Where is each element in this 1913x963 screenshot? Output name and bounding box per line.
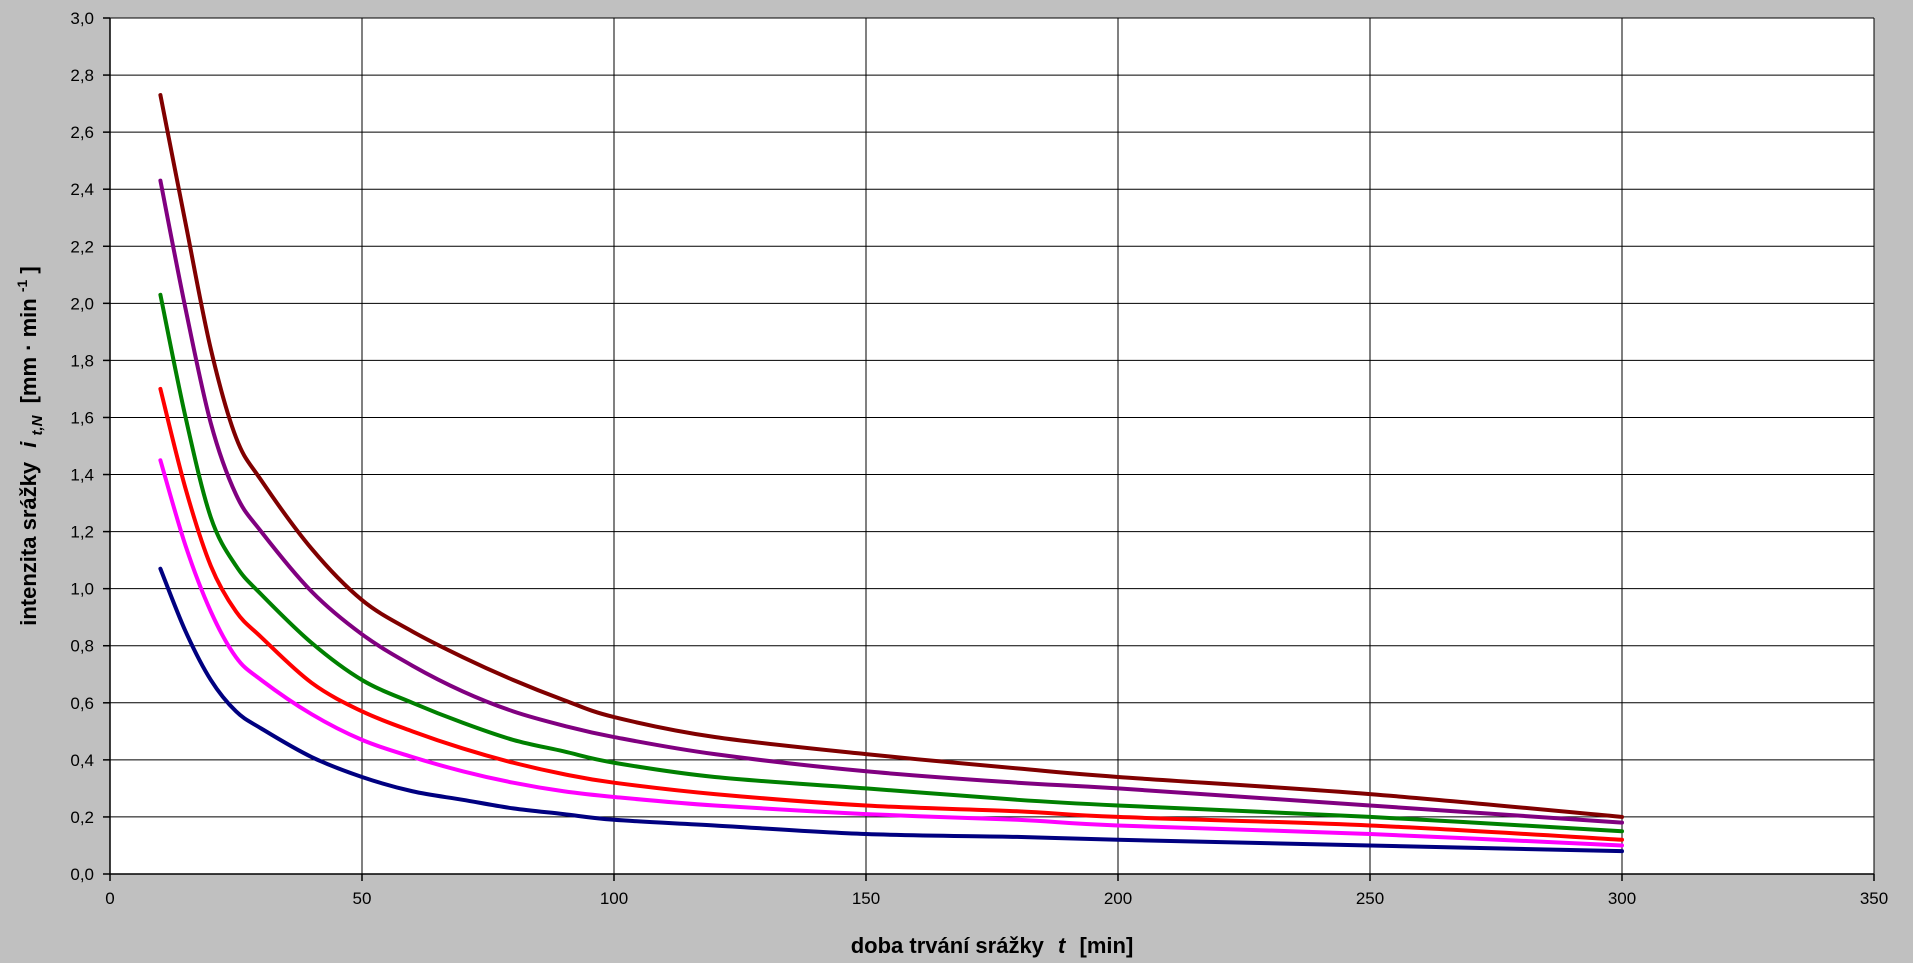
y-axis-title-var: i <box>16 441 41 448</box>
series-line-5 <box>158 458 1624 848</box>
x-axis-title: doba trvání srážky t [min] <box>851 933 1134 958</box>
axes <box>109 18 1874 875</box>
y-ticks: 0,0 0,2 0,4 0,6 0,8 1,0 1,2 1,4 1,6 1,8 2,0 2,2 2,4 2… <box>70 9 110 884</box>
y-axis-title-unit-post: ] <box>16 266 41 273</box>
y-tick-label: 0,2 <box>70 808 94 827</box>
y-tick-label: 0,4 <box>70 751 94 770</box>
series-line-1 <box>158 93 1624 819</box>
x-tick-label: 200 <box>1104 889 1132 908</box>
y-axis-title-sub: t,N <box>29 414 46 435</box>
x-axis-title-var: t <box>1058 933 1067 958</box>
y-tick-label: 2,6 <box>70 123 94 142</box>
x-tick-label: 300 <box>1608 889 1636 908</box>
x-ticks: 0 50 100 150 200 250 300 350 <box>105 874 1888 908</box>
y-tick-label: 1,4 <box>70 466 94 485</box>
y-tick-label: 1,8 <box>70 351 94 370</box>
gridlines <box>110 17 1875 874</box>
y-tick-label: 3,0 <box>70 9 94 28</box>
y-axis-title-unit-sup: -1 <box>14 279 30 292</box>
y-tick-label: 2,0 <box>70 294 94 313</box>
series-line-2 <box>158 178 1624 825</box>
y-tick-label: 1,0 <box>70 580 94 599</box>
x-tick-label: 100 <box>600 889 628 908</box>
series-line-3 <box>158 292 1624 834</box>
series-line-4 <box>158 386 1624 842</box>
y-axis-title: intenzita srážky i t,N [mm · min -1 ] <box>7 266 47 626</box>
y-tick-label: 0,8 <box>70 637 94 656</box>
x-axis-title-unit: [min] <box>1080 933 1134 958</box>
x-tick-label: 50 <box>353 889 372 908</box>
x-tick-label: 150 <box>852 889 880 908</box>
x-tick-label: 250 <box>1356 889 1384 908</box>
y-tick-label: 1,2 <box>70 523 94 542</box>
y-tick-label: 2,8 <box>70 66 94 85</box>
y-tick-label: 0,0 <box>70 865 94 884</box>
y-tick-label: 2,4 <box>70 180 94 199</box>
series-lines <box>158 93 1624 854</box>
x-axis-title-main: doba trvání srážky <box>851 933 1045 958</box>
y-tick-label: 1,6 <box>70 408 94 427</box>
y-axis-title-unit-pre: [mm · min <box>16 298 41 403</box>
y-tick-label: 0,6 <box>70 694 94 713</box>
x-tick-label: 0 <box>105 889 114 908</box>
series-line-6 <box>158 566 1624 854</box>
plot-area <box>110 18 1874 874</box>
y-axis-title-main: intenzita srážky <box>16 461 41 626</box>
x-tick-label: 350 <box>1860 889 1888 908</box>
y-tick-label: 2,2 <box>70 237 94 256</box>
